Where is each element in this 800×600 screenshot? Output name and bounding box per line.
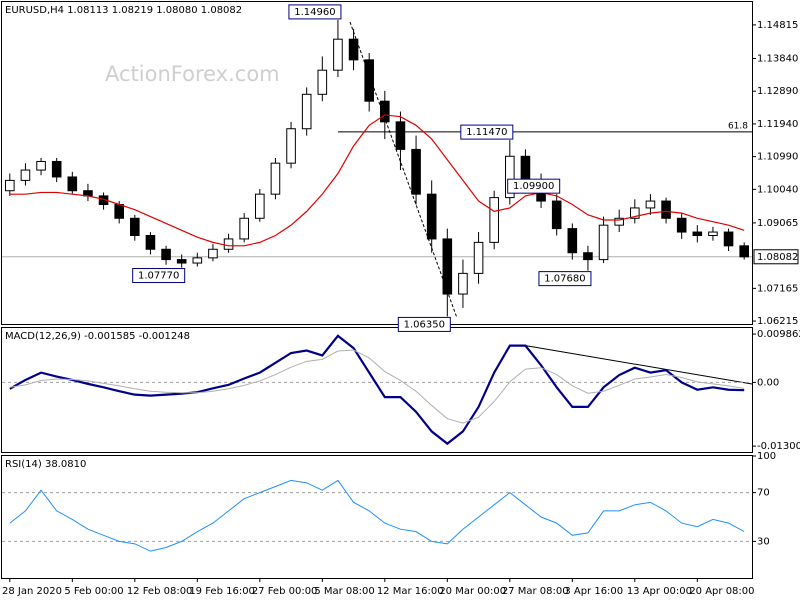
chart-title: EURUSD,H4 1.08113 1.08219 1.08080 1.0808…	[5, 5, 242, 16]
candle-body	[145, 234, 156, 250]
macd-panel	[1, 327, 753, 453]
candle-body	[598, 224, 609, 261]
candle-body	[645, 200, 656, 209]
candle-body	[395, 121, 406, 150]
candle-body	[176, 259, 187, 264]
series-line	[9, 349, 745, 424]
candle-body	[739, 245, 749, 258]
candle-body	[442, 238, 453, 295]
candle-body	[161, 248, 171, 261]
series-line	[9, 479, 745, 552]
y-tick-label: 1.13840	[757, 53, 798, 64]
y-tick-label: 1.11940	[757, 119, 798, 130]
price-label: 1.07770	[138, 271, 179, 282]
current-price-box	[753, 249, 799, 265]
x-tick-label: 12 Feb 08:00	[127, 586, 193, 597]
candle-body	[411, 148, 421, 195]
candle-body	[473, 241, 484, 274]
y-tick-label: 1.12890	[757, 86, 798, 97]
candle-body	[723, 231, 734, 247]
y-tick-label: 30	[757, 536, 770, 547]
y-tick-label: 1.10040	[757, 184, 798, 195]
price-label: 1.14960	[294, 7, 335, 18]
y-tick-label: -0.013002	[757, 441, 800, 452]
x-tick-label: 28 Jan 2020	[2, 586, 62, 597]
macd-trendline	[521, 344, 753, 385]
candle-body	[67, 176, 78, 192]
candle-body	[333, 38, 343, 71]
candle-body	[458, 272, 468, 295]
x-tick-label: 27 Mar 08:00	[502, 586, 569, 597]
candle-body	[567, 228, 578, 254]
x-tick-label: 20 Mar 00:00	[439, 586, 506, 597]
candle-body	[130, 217, 140, 236]
y-tick-label: 100	[757, 451, 776, 462]
candle-body	[192, 257, 203, 264]
y-tick-label: 1.06215	[757, 316, 798, 327]
candle-body	[317, 69, 328, 95]
y-tick-label: 1.14815	[757, 20, 798, 31]
candle-body	[676, 217, 687, 233]
candle-body	[286, 128, 296, 164]
candle-body	[114, 203, 124, 219]
candle-body	[614, 217, 624, 226]
candle-body	[505, 155, 515, 199]
x-tick-label: 13 Apr 00:00	[627, 586, 692, 597]
candle-body	[364, 59, 374, 102]
candle-body	[36, 160, 46, 171]
candle-body	[208, 248, 218, 259]
price-label: 1.07680	[544, 274, 585, 285]
x-tick-label: 19 Feb 16:00	[189, 586, 255, 597]
x-tick-label: 20 Apr 08:00	[689, 586, 754, 597]
candle-body	[426, 193, 437, 240]
candle-body	[239, 217, 249, 240]
candle-body	[301, 93, 312, 130]
candle-body	[20, 169, 31, 181]
x-tick-label: 27 Feb 00:00	[252, 586, 318, 597]
candle-body	[708, 231, 718, 236]
price-label-box	[132, 268, 186, 284]
macd-title: MACD(12,26,9) -0.001585 -0.001248	[5, 331, 190, 342]
x-tick-label: 12 Mar 16:00	[377, 586, 444, 597]
candle-body	[583, 252, 593, 261]
price-label: 1.09900	[513, 181, 554, 192]
x-tick-label: 5 Mar 08:00	[314, 586, 374, 597]
price-label-box	[507, 178, 561, 194]
candle-body	[630, 207, 640, 219]
x-tick-label: 5 Feb 00:00	[64, 586, 123, 597]
fib-level-label: 61.8	[728, 121, 748, 131]
candle-body	[348, 38, 359, 61]
series-line	[9, 334, 745, 446]
current-price-label: 1.08082	[757, 252, 798, 263]
watermark: ActionForex.com	[105, 62, 280, 86]
candle-body	[255, 193, 265, 219]
price-panel	[1, 1, 753, 325]
candle-body	[270, 162, 281, 195]
price-label: 1.06350	[404, 319, 445, 330]
candle-body	[661, 200, 671, 219]
candle-body	[489, 197, 499, 243]
y-tick-label: 1.07165	[757, 283, 798, 294]
y-tick-label: 0.009862	[757, 329, 800, 340]
price-label: 1.11470	[466, 127, 507, 138]
rsi-title: RSI(14) 38.0810	[5, 459, 86, 470]
candle-body	[5, 179, 15, 192]
y-tick-label: 1.10990	[757, 152, 798, 163]
candle-body	[51, 160, 62, 178]
candle-body	[551, 200, 562, 230]
y-tick-label: 1.09065	[757, 218, 798, 229]
price-label-box	[288, 4, 342, 20]
candle-body	[223, 238, 234, 250]
x-tick-label: 3 Apr 16:00	[564, 586, 623, 597]
price-label-box	[538, 271, 592, 287]
candle-body	[380, 100, 390, 123]
candle-body	[692, 231, 703, 236]
y-tick-label: 0.00	[757, 377, 779, 388]
moving-average	[9, 114, 745, 247]
y-tick-label: 70	[757, 488, 770, 499]
price-label-box	[397, 316, 451, 332]
price-label-box	[460, 124, 514, 140]
